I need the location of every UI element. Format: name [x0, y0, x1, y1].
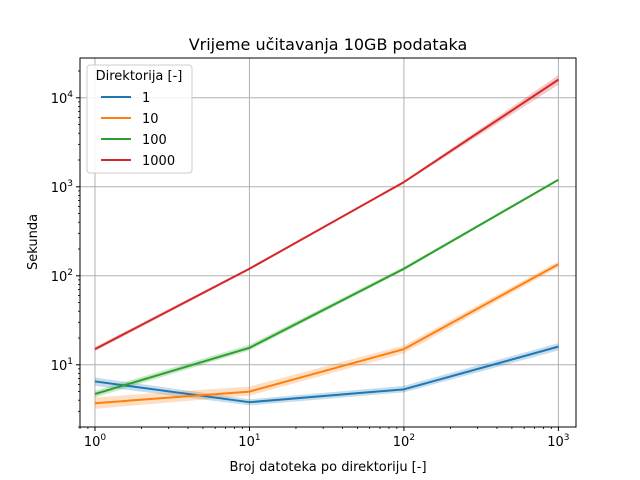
grid — [80, 58, 576, 427]
x-tick-label-exp: 1 — [255, 433, 261, 443]
x-tick-label-exp: 3 — [564, 433, 570, 443]
y-tick-label: 101 — [51, 357, 73, 374]
x-tick-label-base: 10 — [393, 435, 410, 450]
series-10-line — [94, 263, 559, 405]
y-tick-label-base: 10 — [51, 359, 68, 374]
legend-label-10: 10 — [142, 112, 159, 127]
y-tick-label-exp: 3 — [67, 179, 73, 189]
y-axis-label: Sekunda — [26, 214, 41, 270]
y-tick-label-base: 10 — [51, 92, 68, 107]
legend-label-100: 100 — [142, 133, 167, 148]
confidence-bands — [94, 75, 559, 409]
x-tick-label-base: 10 — [84, 435, 101, 450]
legend-label-1000: 1000 — [142, 154, 175, 169]
y-tick-label-base: 10 — [51, 181, 68, 196]
legend-title: Direktorija [-] — [96, 69, 183, 84]
chart-title: Vrijeme učitavanja 10GB podataka — [189, 35, 468, 54]
series-1-line — [94, 345, 559, 404]
x-tick-label-exp: 0 — [100, 433, 106, 443]
legend: Direktorija [-] 1 10 100 1000 — [86, 64, 193, 174]
series-10-band — [94, 261, 559, 409]
x-tick-label-exp: 2 — [409, 433, 415, 443]
x-axis-label: Broj datoteka po direktoriju [-] — [229, 460, 426, 475]
x-tick-label: 103 — [547, 433, 569, 450]
x-tick-label-base: 10 — [547, 435, 564, 450]
x-tick-label: 101 — [238, 433, 260, 450]
y-tick-label-exp: 2 — [67, 268, 73, 278]
series-1000-band — [94, 75, 559, 352]
legend-box — [86, 64, 193, 174]
series-lines — [94, 78, 559, 405]
y-tick-label-base: 10 — [51, 270, 68, 285]
series-1000-line — [94, 78, 559, 351]
x-tick-label: 102 — [393, 433, 415, 450]
x-tick-label-base: 10 — [238, 435, 255, 450]
x-tick-label: 100 — [84, 433, 107, 450]
legend-entries: 1 10 100 1000 — [101, 91, 175, 169]
y-tick-label: 103 — [51, 179, 73, 196]
series-1-band — [94, 343, 559, 406]
y-tick-label-exp: 1 — [67, 357, 73, 367]
y-tick-label: 104 — [51, 90, 74, 107]
series-100-line — [94, 178, 559, 395]
legend-label-1: 1 — [142, 91, 150, 106]
y-tick-label-exp: 4 — [67, 90, 73, 100]
y-tick-label: 102 — [51, 268, 73, 285]
plot-frame — [79, 57, 577, 428]
